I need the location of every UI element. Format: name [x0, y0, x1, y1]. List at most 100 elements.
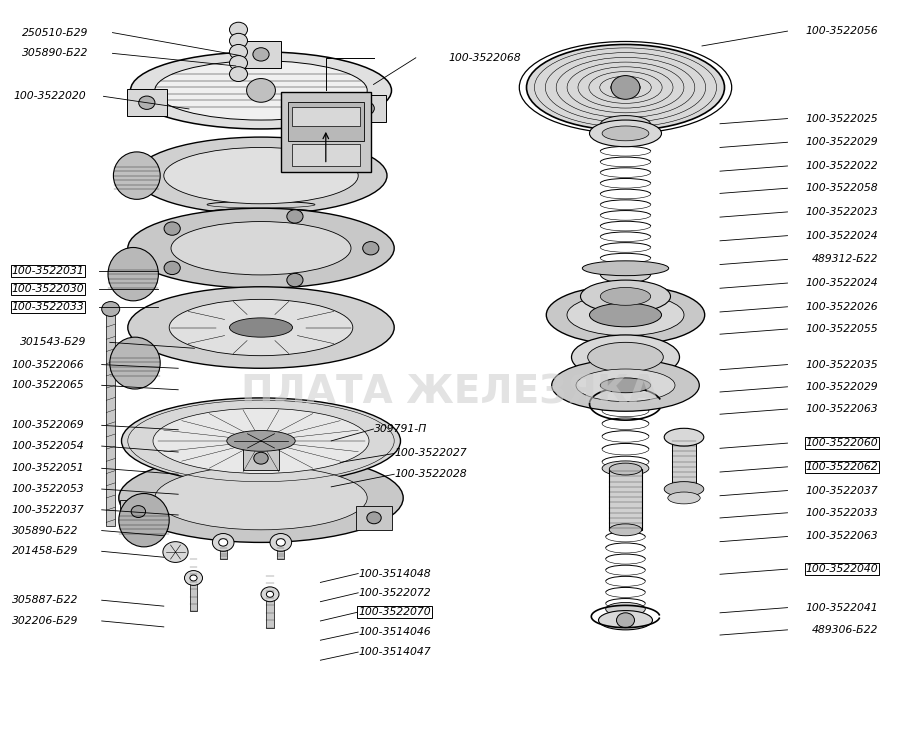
Text: 489306-Б22: 489306-Б22: [812, 625, 878, 635]
Text: 100-3522063: 100-3522063: [806, 404, 878, 414]
Circle shape: [358, 102, 374, 115]
Text: 100-3522035: 100-3522035: [806, 359, 878, 370]
Ellipse shape: [598, 611, 652, 630]
Text: 100-3522069: 100-3522069: [12, 420, 85, 431]
Ellipse shape: [546, 285, 705, 345]
Text: 100-3514048: 100-3514048: [358, 568, 431, 579]
Text: 100-3522066: 100-3522066: [12, 359, 85, 370]
Ellipse shape: [588, 342, 663, 372]
Text: 100-3522033: 100-3522033: [12, 302, 85, 312]
Text: 305887-Б22: 305887-Б22: [12, 595, 78, 605]
Text: 201458-Б29: 201458-Б29: [12, 546, 78, 556]
Ellipse shape: [580, 280, 670, 313]
Text: 301543-Б29: 301543-Б29: [20, 337, 86, 348]
Ellipse shape: [171, 222, 351, 275]
Circle shape: [164, 222, 180, 235]
Text: 100-3522054: 100-3522054: [12, 441, 85, 451]
Ellipse shape: [552, 359, 699, 411]
Text: 100-3522026: 100-3522026: [806, 302, 878, 312]
Text: 100-3522053: 100-3522053: [12, 484, 85, 494]
Bar: [292, 144, 360, 166]
Ellipse shape: [606, 602, 645, 616]
Circle shape: [287, 273, 303, 287]
Circle shape: [367, 512, 382, 524]
Text: 100-3522051: 100-3522051: [12, 463, 85, 473]
Text: 100-3522041: 100-3522041: [806, 602, 878, 613]
Circle shape: [139, 96, 155, 110]
Bar: [277, 541, 284, 559]
Ellipse shape: [122, 398, 400, 484]
Text: 100-3522072: 100-3522072: [358, 588, 431, 598]
Circle shape: [212, 534, 234, 551]
Circle shape: [184, 571, 202, 585]
Circle shape: [163, 542, 188, 562]
Ellipse shape: [567, 294, 684, 336]
Text: 100-3514046: 100-3514046: [358, 627, 431, 637]
Text: 100-3522058: 100-3522058: [806, 183, 878, 193]
Circle shape: [270, 534, 292, 551]
Text: 305890-Б22: 305890-Б22: [22, 48, 88, 59]
Text: 100-3522027: 100-3522027: [394, 448, 467, 459]
Ellipse shape: [526, 44, 725, 130]
Ellipse shape: [128, 208, 394, 288]
Circle shape: [276, 539, 285, 546]
Bar: [243, 446, 279, 470]
Ellipse shape: [230, 318, 292, 337]
Ellipse shape: [155, 61, 367, 120]
Text: 100-3522024: 100-3522024: [806, 230, 878, 241]
Ellipse shape: [119, 494, 169, 547]
Circle shape: [230, 33, 248, 48]
Text: 100-3522025: 100-3522025: [806, 113, 878, 124]
Bar: [241, 41, 281, 67]
Bar: [281, 92, 371, 172]
Text: ПЛАТА ЖЕЛЕЗЯКА: ПЛАТА ЖЕЛЕЗЯКА: [241, 373, 659, 412]
Ellipse shape: [135, 137, 387, 214]
Text: 489312-Б22: 489312-Б22: [812, 254, 878, 265]
Ellipse shape: [609, 524, 642, 536]
Bar: [609, 469, 642, 530]
Circle shape: [287, 210, 303, 223]
Ellipse shape: [113, 152, 160, 199]
Ellipse shape: [153, 408, 369, 473]
Text: 100-3522029: 100-3522029: [806, 382, 878, 392]
Text: 100-3522023: 100-3522023: [806, 207, 878, 217]
Circle shape: [190, 575, 197, 581]
Text: 100-3522037: 100-3522037: [806, 485, 878, 496]
Text: 100-3522040: 100-3522040: [806, 564, 878, 574]
Ellipse shape: [600, 378, 651, 393]
Bar: [356, 506, 392, 530]
Text: 302206-Б29: 302206-Б29: [12, 616, 78, 626]
Ellipse shape: [602, 461, 649, 476]
Bar: [106, 311, 115, 526]
Text: 100-3522070: 100-3522070: [358, 607, 431, 617]
Circle shape: [164, 262, 180, 275]
Text: 100-3522028: 100-3522028: [394, 469, 467, 479]
Text: 100-3514047: 100-3514047: [358, 647, 431, 657]
Text: 100-3522065: 100-3522065: [12, 380, 85, 391]
Text: 100-3522068: 100-3522068: [448, 53, 521, 63]
Ellipse shape: [600, 288, 651, 305]
Ellipse shape: [664, 482, 704, 496]
Ellipse shape: [128, 287, 394, 368]
Text: 100-3522030: 100-3522030: [12, 284, 85, 294]
Bar: [121, 499, 157, 523]
Text: 100-3522063: 100-3522063: [806, 531, 878, 542]
Text: 100-3522033: 100-3522033: [806, 508, 878, 518]
Text: 100-3522062: 100-3522062: [806, 462, 878, 472]
Text: 100-3522060: 100-3522060: [806, 438, 878, 448]
Bar: [190, 578, 197, 611]
Bar: [127, 90, 166, 116]
Ellipse shape: [108, 247, 158, 301]
Circle shape: [131, 505, 146, 517]
Text: 305890-Б22: 305890-Б22: [12, 525, 78, 536]
Text: 100-3522020: 100-3522020: [14, 91, 86, 102]
Circle shape: [230, 56, 248, 70]
Circle shape: [230, 67, 248, 82]
Text: 250510-Б29: 250510-Б29: [22, 27, 88, 38]
Circle shape: [219, 539, 228, 546]
Ellipse shape: [576, 369, 675, 402]
Ellipse shape: [110, 337, 160, 389]
Text: 100-3522055: 100-3522055: [806, 324, 878, 334]
Circle shape: [254, 452, 268, 464]
Bar: [266, 594, 274, 628]
